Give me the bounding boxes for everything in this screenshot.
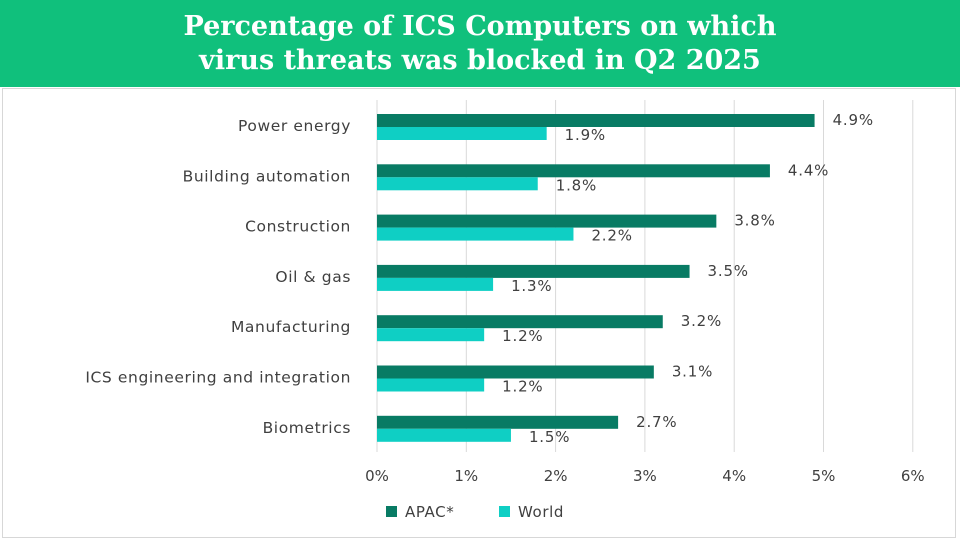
bar-world (377, 177, 538, 191)
bar-apac (377, 415, 619, 429)
bar-world (377, 127, 547, 140)
category-label: Building automation (183, 167, 351, 185)
data-label-world: 1.2% (502, 327, 543, 345)
data-label-world: 2.2% (591, 227, 632, 245)
data-label-apac: 4.4% (788, 161, 829, 179)
bar-apac (377, 164, 770, 178)
chart-title-line-2: virus threats was blocked in Q2 2025 (199, 44, 761, 76)
legend-label-apac: APAC* (405, 503, 454, 521)
category-label: Biometrics (263, 419, 351, 437)
bar-world (377, 378, 485, 392)
bar-apac (377, 264, 690, 278)
bar-apac (377, 114, 815, 127)
category-label: Power energy (238, 117, 351, 135)
category-label: Oil & gas (275, 268, 351, 286)
data-label-world: 1.9% (565, 126, 606, 144)
data-label-apac: 2.7% (636, 413, 677, 431)
data-label-apac: 3.2% (681, 312, 722, 330)
legend-label-world: World (518, 503, 564, 521)
x-tick-label: 6% (901, 467, 925, 485)
data-label-apac: 3.8% (734, 212, 775, 230)
legend-swatch-apac (386, 506, 397, 517)
chart-frame (2, 88, 956, 538)
bar-world (377, 227, 574, 241)
category-label: Manufacturing (231, 318, 351, 336)
data-label-world: 1.2% (502, 378, 543, 396)
data-label-world: 1.8% (556, 176, 597, 194)
bar-world (377, 277, 494, 291)
bar-apac (377, 315, 663, 329)
x-tick-label: 0% (365, 467, 389, 485)
data-label-apac: 3.1% (672, 363, 713, 381)
chart-title-line-1: Percentage of ICS Computers on which (183, 10, 777, 42)
data-label-world: 1.5% (529, 428, 570, 446)
bar-world (377, 428, 511, 442)
x-tick-label: 1% (454, 467, 478, 485)
bar-world (377, 328, 485, 342)
data-label-apac: 4.9% (833, 111, 874, 129)
x-tick-label: 3% (633, 467, 657, 485)
title-banner: Percentage of ICS Computers on which vir… (0, 0, 960, 87)
legend-swatch-world (499, 506, 510, 517)
bar-apac (377, 214, 717, 228)
category-label: ICS engineering and integration (85, 369, 351, 387)
category-label: Construction (245, 218, 351, 236)
data-label-apac: 3.5% (708, 262, 749, 280)
x-tick-label: 5% (812, 467, 836, 485)
x-tick-label: 2% (544, 467, 568, 485)
x-tick-label: 4% (722, 467, 746, 485)
data-label-world: 1.3% (511, 277, 552, 295)
bar-apac (377, 365, 654, 379)
